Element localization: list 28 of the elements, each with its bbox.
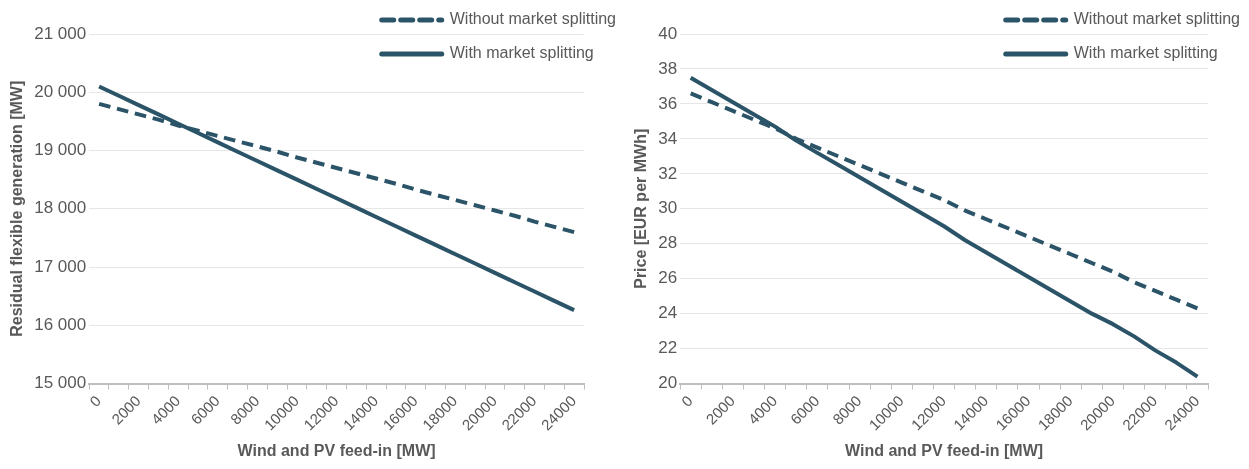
y-tick-label: 17 000	[34, 256, 87, 276]
legend-label: With market splitting	[1073, 44, 1218, 62]
y-tick-label: 36	[658, 93, 678, 113]
y-axis-title: Residual flexible generation [MW]	[8, 80, 26, 337]
y-tick-label: 15 000	[34, 373, 87, 393]
x-tick-label: 0	[677, 391, 696, 410]
y-tick-label: 28	[658, 233, 678, 253]
y-tick-label: 32	[658, 163, 678, 183]
y-tick-label: 38	[658, 58, 678, 78]
y-tick-label: 26	[658, 268, 678, 288]
y-tick-label: 34	[658, 128, 678, 148]
x-tick-label: 0	[86, 391, 105, 410]
y-tick-label: 16 000	[34, 315, 87, 334]
y-tick-label: 21 000	[34, 23, 87, 43]
x-axis-title: Wind and PV feed-in [MW]	[845, 441, 1044, 459]
y-tick-label: 19 000	[34, 140, 87, 160]
y-tick-label: 40	[658, 23, 678, 43]
legend-label: Without market splitting	[1073, 10, 1240, 28]
x-axis-title: Wind and PV feed-in [MW]	[237, 441, 436, 459]
y-tick-label: 22	[658, 338, 678, 358]
y-tick-label: 20	[658, 373, 678, 393]
legend-label: Without market splitting	[449, 10, 616, 28]
y-tick-label: 20 000	[34, 81, 87, 101]
y-tick-label: 30	[658, 198, 678, 218]
y-tick-label: 24	[658, 303, 678, 323]
legend-label: With market splitting	[449, 44, 594, 62]
y-tick-label: 18 000	[34, 198, 87, 218]
y-axis-title: Price [EUR per MWh]	[632, 128, 650, 289]
